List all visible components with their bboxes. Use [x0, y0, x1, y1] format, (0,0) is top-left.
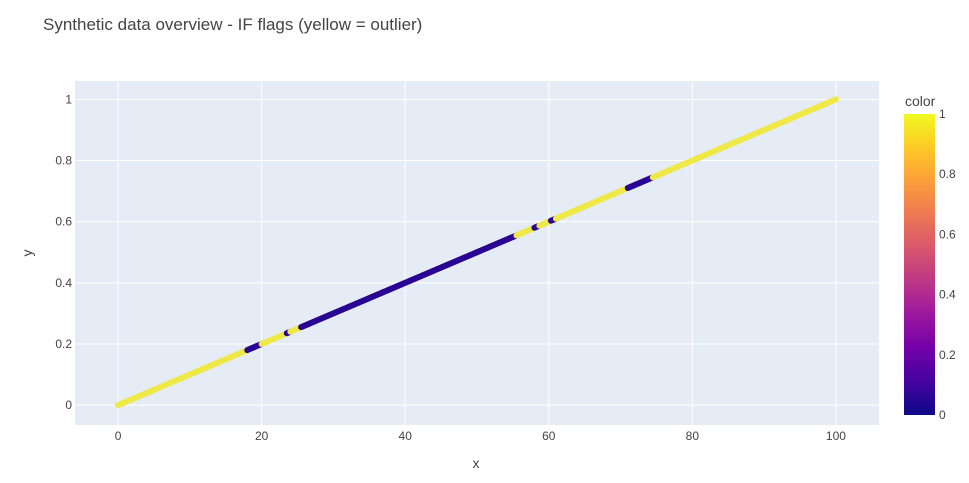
y-axis-title: y [19, 250, 35, 257]
colorbar-tick-label: 0 [939, 408, 946, 422]
y-tick-label: 0 [65, 398, 72, 412]
colorbar-tick-label: 0.6 [939, 227, 956, 241]
y-ticks: 0 0.2 0.4 0.6 0.8 1 [55, 92, 72, 412]
chart-title: Synthetic data overview - IF flags (yell… [43, 15, 422, 34]
x-ticks: 0 20 40 60 80 100 [115, 429, 847, 443]
colorbar-title: color [905, 93, 936, 109]
y-tick-label: 0.2 [55, 337, 72, 351]
x-axis-title: x [473, 455, 480, 471]
colorbar-tick-label: 0.8 [939, 167, 956, 181]
x-tick-label: 20 [255, 429, 269, 443]
y-tick-label: 1 [65, 92, 72, 106]
y-tick-label: 0.4 [55, 276, 72, 290]
points [115, 96, 839, 409]
y-tick-label: 0.6 [55, 215, 72, 229]
data-point [832, 96, 839, 103]
colorbar-tick-label: 0.4 [939, 288, 956, 302]
colorbar [904, 114, 935, 415]
y-tick-label: 0.8 [55, 154, 72, 168]
x-tick-label: 40 [399, 429, 413, 443]
x-tick-label: 0 [115, 429, 122, 443]
x-tick-label: 100 [826, 429, 846, 443]
colorbar-ticks: 0 0.2 0.4 0.6 0.8 1 [939, 107, 956, 422]
colorbar-tick-label: 1 [939, 107, 946, 121]
x-tick-label: 80 [686, 429, 700, 443]
x-tick-label: 60 [542, 429, 556, 443]
colorbar-tick-label: 0.2 [939, 348, 956, 362]
grid [75, 81, 879, 425]
